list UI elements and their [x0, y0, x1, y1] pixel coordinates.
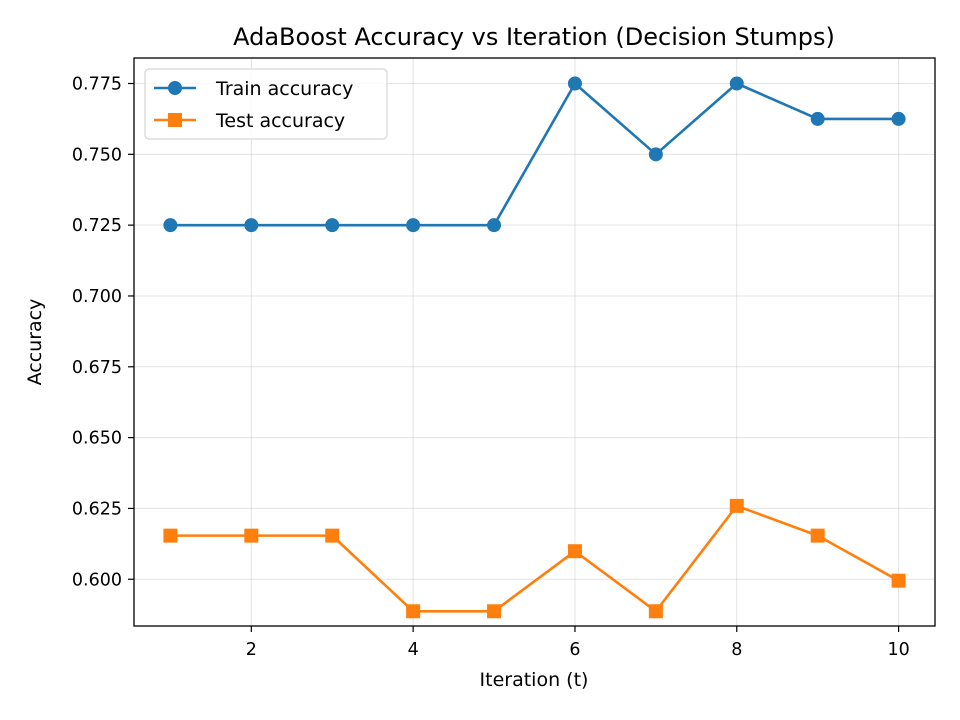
x-tick-label: 6: [569, 640, 580, 660]
legend: Train accuracy Test accuracy: [144, 68, 388, 140]
data-point-train: [567, 76, 582, 91]
data-point-test: [891, 573, 906, 588]
y-tick-label: 0.700: [72, 287, 122, 307]
data-point-train: [163, 218, 178, 233]
y-tick-label: 0.650: [72, 429, 122, 449]
legend-marker: [168, 81, 182, 95]
x-axis-label: Iteration (t): [480, 669, 589, 691]
data-point-test: [163, 528, 178, 543]
series-line-1: [170, 504, 900, 613]
data-point-train: [487, 218, 502, 233]
data-point-test: [244, 528, 259, 543]
x-tick-label: 8: [731, 640, 742, 660]
data-point-train: [729, 76, 744, 91]
x-axis: 2 4 6 8 10: [246, 626, 910, 660]
data-point-test: [325, 528, 340, 543]
data-point-train: [810, 111, 825, 126]
data-point-test: [810, 528, 825, 543]
y-axis: 0.600 0.625 0.650 0.675 0.700 0.725 0.750 0.775: [72, 74, 134, 590]
data-point-train: [891, 111, 906, 126]
data-point-test: [567, 544, 582, 559]
data-point-test: [487, 604, 502, 619]
data-point-test: [729, 498, 744, 513]
x-tick-label: 10: [887, 640, 909, 660]
y-tick-label: 0.725: [72, 216, 122, 236]
legend-label: Test accuracy: [215, 110, 345, 132]
data-point-test: [406, 604, 421, 619]
series-layer: [163, 76, 906, 619]
y-tick-label: 0.675: [72, 358, 122, 378]
y-tick-label: 0.750: [72, 145, 122, 165]
legend-box: [144, 68, 388, 140]
data-point-train: [244, 218, 259, 233]
y-axis-label: Accuracy: [24, 299, 46, 386]
data-point-train: [406, 218, 421, 233]
legend-label: Train accuracy: [215, 78, 353, 100]
plot-frame: [133, 57, 936, 627]
data-point-test: [648, 604, 663, 619]
legend-marker: [168, 113, 182, 127]
data-point-train: [648, 147, 663, 162]
y-tick-label: 0.625: [72, 499, 122, 519]
x-tick-label: 2: [246, 640, 257, 660]
x-tick-label: 4: [408, 640, 419, 660]
series-line-0: [170, 82, 899, 227]
y-tick-label: 0.600: [72, 570, 122, 590]
data-point-train: [325, 218, 340, 233]
chart-title: AdaBoost Accuracy vs Iteration (Decision…: [233, 23, 835, 51]
y-tick-label: 0.775: [72, 74, 122, 94]
